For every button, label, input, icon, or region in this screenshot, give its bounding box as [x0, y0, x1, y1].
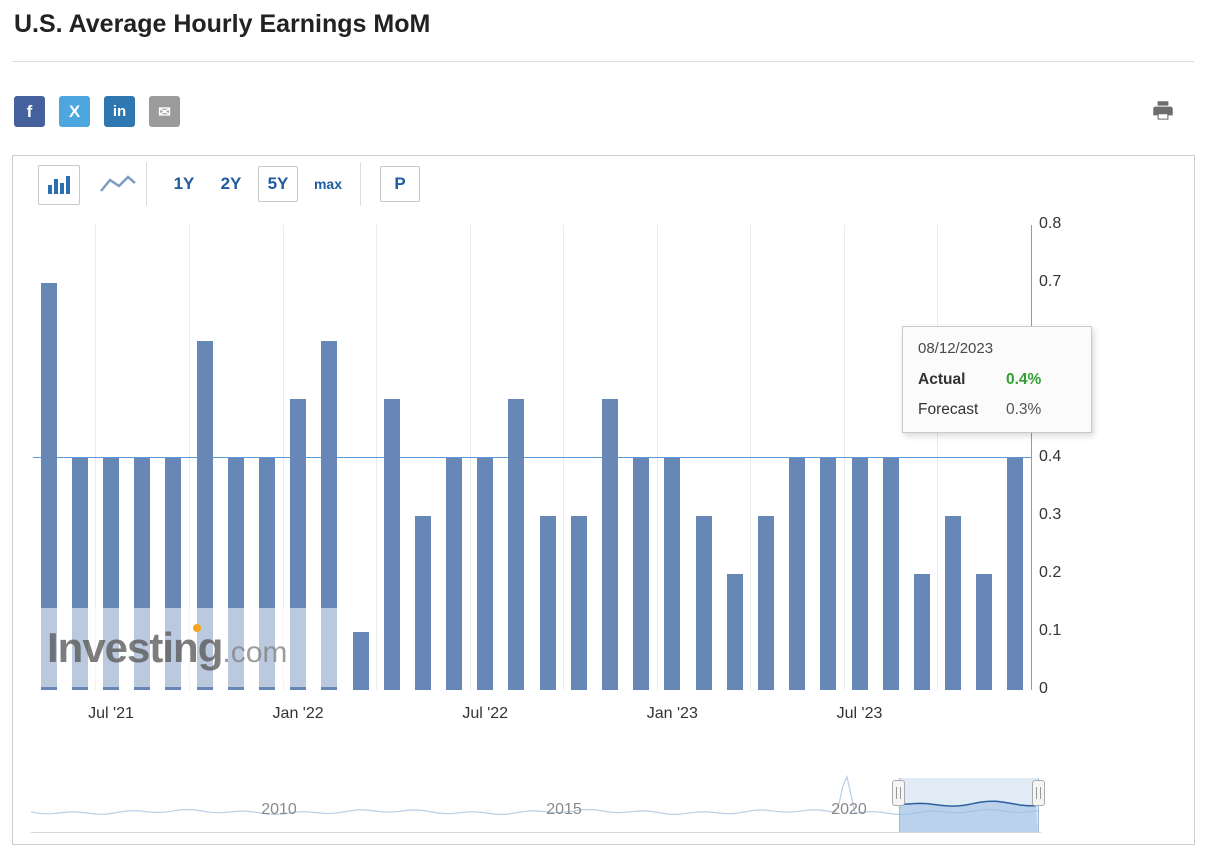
- chart-widget: 1Y 2Y 5Y max P Investing.com 0.80.70.60.…: [12, 155, 1195, 845]
- bar[interactable]: [196, 341, 213, 690]
- bar[interactable]: [602, 399, 618, 690]
- x-axis-label: Jul '21: [88, 705, 134, 722]
- investing-watermark: Investing .com: [35, 608, 353, 687]
- grid-line: [843, 225, 845, 690]
- current-value-line: [33, 456, 1031, 458]
- range-2y-button[interactable]: 2Y: [220, 174, 242, 193]
- x-twitter-icon: X: [68, 101, 81, 121]
- email-icon: ✉: [158, 103, 171, 121]
- bar[interactable]: [882, 457, 899, 690]
- bar[interactable]: [570, 515, 587, 690]
- tooltip-actual-label: Actual: [918, 371, 966, 388]
- range-max-button[interactable]: max: [313, 176, 343, 192]
- bar[interactable]: [414, 515, 431, 690]
- x-axis-label: Jan '23: [646, 705, 698, 722]
- navigator-track[interactable]: 2010 2015 2020: [31, 765, 1045, 833]
- bar[interactable]: [40, 283, 57, 690]
- chart-type-line-button[interactable]: [99, 172, 139, 198]
- facebook-icon: f: [26, 101, 33, 121]
- bar-chart-icon: [48, 176, 70, 194]
- page-title: U.S. Average Hourly Earnings MoM: [14, 10, 431, 38]
- grid-line: [563, 225, 565, 690]
- line-chart-icon: [100, 175, 136, 192]
- grid-line: [188, 225, 190, 690]
- y-axis-label: 0: [1039, 680, 1048, 697]
- tooltip-actual-value: 0.4%: [1006, 371, 1042, 388]
- range-1y-button[interactable]: 1Y: [173, 174, 195, 193]
- bar[interactable]: [383, 399, 400, 690]
- linkedin-icon: in: [112, 103, 127, 120]
- x-axis-labels: Jul '21 Jan '22 Jul '22 Jan '23 Jul '23: [33, 705, 1031, 727]
- bar[interactable]: [726, 573, 743, 690]
- grid-line: [656, 225, 658, 690]
- navigator-sparkline: [31, 774, 1040, 816]
- bar[interactable]: [446, 457, 462, 690]
- tooltip-forecast-value: 0.3%: [1006, 401, 1042, 418]
- navigator-axis-line: [31, 832, 1041, 833]
- share-linkedin-button[interactable]: in: [104, 96, 135, 127]
- bar[interactable]: [789, 457, 806, 690]
- toolbar-separator: [360, 162, 361, 206]
- bar[interactable]: [976, 573, 993, 690]
- print-button[interactable]: [1150, 98, 1178, 126]
- y-axis-label: 0.2: [1039, 563, 1062, 581]
- navigator-selected-range[interactable]: [899, 778, 1039, 832]
- bar[interactable]: [477, 457, 494, 690]
- y-axis-label: 0.8: [1039, 215, 1062, 232]
- grid-line: [95, 225, 97, 690]
- toolbar-separator: [146, 162, 147, 206]
- bar[interactable]: [945, 515, 961, 690]
- y-axis-line: [1031, 225, 1032, 690]
- share-email-button[interactable]: ✉: [149, 96, 180, 127]
- grid-line: [469, 225, 471, 690]
- bar[interactable]: [1007, 457, 1024, 690]
- grid-line: [937, 225, 939, 690]
- orange-dot-icon: [193, 624, 201, 632]
- grid-line: [282, 225, 284, 690]
- navigator-year-label: 2015: [546, 801, 582, 818]
- bar[interactable]: [757, 515, 774, 690]
- grid-line: [750, 225, 752, 690]
- bar[interactable]: [539, 515, 556, 690]
- x-axis-label: Jul '22: [462, 705, 509, 722]
- share-facebook-button[interactable]: f: [14, 96, 45, 127]
- bar[interactable]: [352, 631, 369, 690]
- y-axis-label: 0.1: [1039, 621, 1062, 639]
- plot-area: Investing .com: [33, 225, 1032, 690]
- p-button[interactable]: P: [380, 166, 420, 202]
- navigator-year-label: 2020: [831, 801, 867, 818]
- selection-sparkline: [900, 800, 1038, 832]
- chart-type-bar-button[interactable]: [38, 165, 80, 205]
- navigator-right-handle[interactable]: [1032, 780, 1045, 806]
- bar[interactable]: [508, 399, 525, 690]
- navigator-left-handle[interactable]: [892, 780, 905, 806]
- tooltip-date: 08/12/2023: [918, 340, 994, 357]
- navigator-year-label: 2010: [261, 801, 297, 818]
- watermark-brand: Investing: [47, 624, 223, 671]
- y-axis-label: 0.3: [1039, 505, 1062, 523]
- bar[interactable]: [695, 515, 712, 690]
- x-axis-label: Jul '23: [836, 705, 883, 722]
- tooltip: 08/12/2023 Actual 0.4% Forecast 0.3%: [902, 326, 1092, 433]
- bar[interactable]: [664, 457, 681, 690]
- range-5y-button[interactable]: 5Y: [258, 166, 298, 202]
- title-divider: [12, 61, 1194, 62]
- bar[interactable]: [633, 457, 650, 690]
- tooltip-forecast-label: Forecast: [918, 401, 979, 418]
- printer-icon: [1153, 101, 1173, 120]
- share-x-twitter-button[interactable]: X: [59, 96, 90, 127]
- bar[interactable]: [820, 457, 837, 690]
- grid-line: [376, 225, 378, 690]
- bar[interactable]: [851, 457, 868, 690]
- y-axis-labels: 0.80.70.60.50.40.30.20.10: [1039, 215, 1087, 697]
- x-axis-label: Jan '22: [272, 705, 324, 722]
- bar[interactable]: [913, 573, 930, 690]
- bar[interactable]: [321, 341, 338, 690]
- y-axis-label: 0.7: [1039, 273, 1062, 291]
- watermark-suffix: .com: [222, 636, 288, 669]
- y-axis-label: 0.4: [1039, 447, 1062, 465]
